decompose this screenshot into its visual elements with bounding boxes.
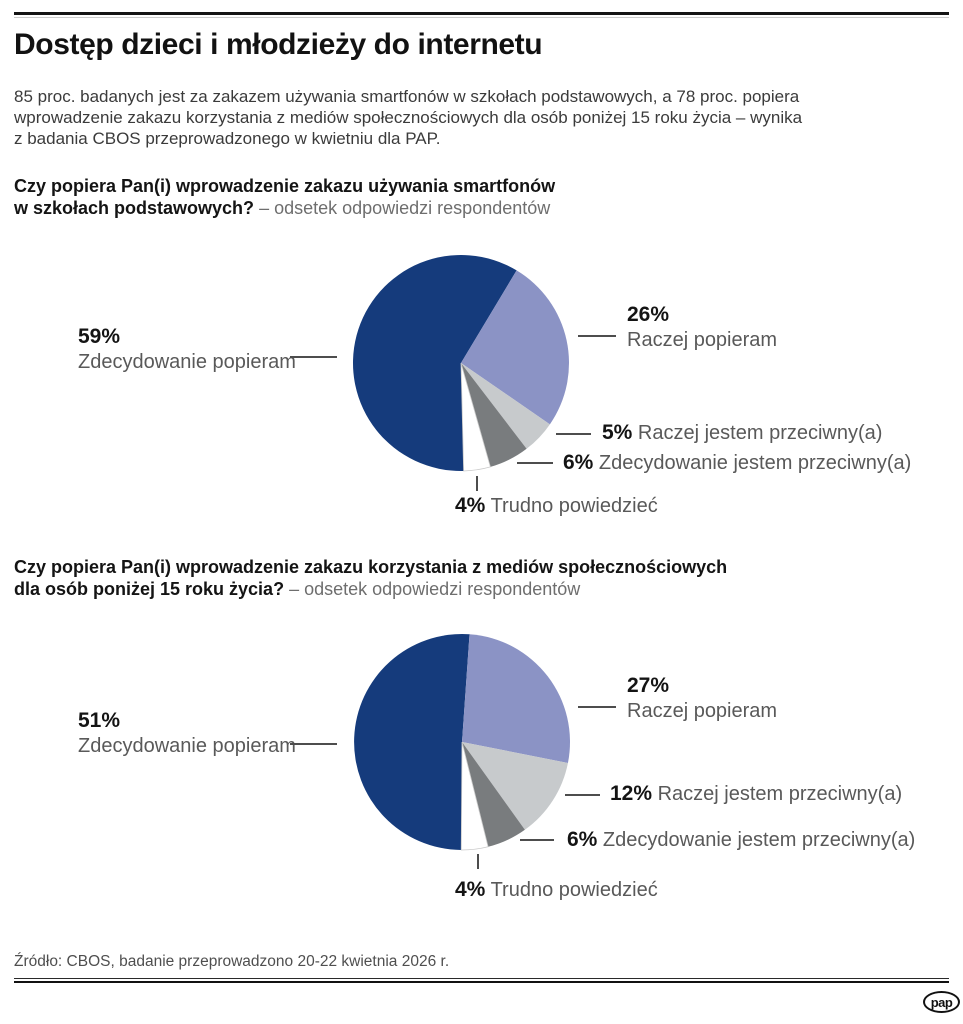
bottom-rule xyxy=(14,978,949,979)
bottom-rule-thick xyxy=(14,981,949,983)
pie-slice-zdecydowanie-popieram xyxy=(352,255,517,472)
question-suffix: – odsetek odpowiedzi respondentów xyxy=(289,579,581,599)
pap-logo: pap xyxy=(923,991,960,1013)
question-suffix: – odsetek odpowiedzi respondentów xyxy=(259,198,551,218)
percent-value: 6% xyxy=(563,451,594,474)
percent-value: 26% xyxy=(627,303,670,326)
callout-raczej-popieram: 27% Raczej popieram xyxy=(627,673,777,723)
chart-section-social-media: Czy popiera Pan(i) wprowadzenie zakazu k… xyxy=(0,556,963,916)
pie-slice-zdecydowanie-jestem-przeciwny-a- xyxy=(461,363,527,467)
answer-label: Zdecydowanie jestem przeciwny(a) xyxy=(598,452,912,474)
connector-tick xyxy=(476,476,478,491)
percent-value: 12% xyxy=(610,782,653,805)
answer-label: Zdecydowanie popieram xyxy=(78,735,296,757)
callout-zdecydowanie-przeciwny: 6% Zdecydowanie jestem przeciwny(a) xyxy=(567,828,915,852)
connector-line xyxy=(290,356,337,358)
answer-label: Zdecydowanie popieram xyxy=(78,351,296,373)
question-line-2: w szkołach podstawowych? xyxy=(14,198,255,218)
connector-line xyxy=(556,433,591,435)
percent-value: 27% xyxy=(627,674,670,697)
question-text: Czy popiera Pan(i) wprowadzenie zakazu k… xyxy=(14,556,727,600)
percent-value: 59% xyxy=(78,325,121,348)
pie-slice-raczej-jestem-przeciwny-a- xyxy=(461,363,550,449)
connector-line xyxy=(578,335,616,337)
question-line-1: Czy popiera Pan(i) wprowadzenie zakazu k… xyxy=(14,557,728,577)
top-rule xyxy=(14,12,949,15)
answer-label: Raczej popieram xyxy=(627,329,778,351)
answer-label: Trudno powiedzieć xyxy=(490,495,658,517)
percent-value: 4% xyxy=(455,494,486,517)
question-text: Czy popiera Pan(i) wprowadzenie zakazu u… xyxy=(14,175,555,219)
top-rule-shadow xyxy=(14,17,949,18)
callout-zdecydowanie-popieram: 59% Zdecydowanie popieram xyxy=(78,324,296,374)
source-note: Źródło: CBOS, badanie przeprowadzono 20-… xyxy=(14,953,450,970)
percent-value: 5% xyxy=(602,421,633,444)
answer-label: Trudno powiedzieć xyxy=(490,879,658,901)
pie-slice-raczej-popieram xyxy=(462,634,570,763)
connector-line xyxy=(520,839,554,841)
connector-line xyxy=(578,706,616,708)
pie-chart-smartphones xyxy=(352,255,569,472)
pie-slice-trudno-powiedzieć xyxy=(460,741,489,851)
callout-zdecydowanie-przeciwny: 6% Zdecydowanie jestem przeciwny(a) xyxy=(563,451,911,475)
callout-raczej-przeciwny: 5% Raczej jestem przeciwny(a) xyxy=(602,421,882,445)
page-title: Dostęp dzieci i młodzieży do internetu xyxy=(14,28,543,61)
callout-trudno-powiedziec: 4% Trudno powiedzieć xyxy=(455,878,658,902)
callout-zdecydowanie-popieram: 51% Zdecydowanie popieram xyxy=(78,708,296,758)
percent-value: 51% xyxy=(78,709,121,732)
answer-label: Raczej jestem przeciwny(a) xyxy=(637,422,883,444)
percent-value: 6% xyxy=(567,828,598,851)
callout-raczej-popieram: 26% Raczej popieram xyxy=(627,302,777,352)
pie-slice-zdecydowanie-jestem-przeciwny-a- xyxy=(462,742,525,847)
percent-value: 4% xyxy=(455,878,486,901)
answer-label: Zdecydowanie jestem przeciwny(a) xyxy=(602,829,916,851)
pie-chart-social-media xyxy=(354,634,570,851)
connector-tick xyxy=(477,854,479,869)
callout-trudno-powiedziec: 4% Trudno powiedzieć xyxy=(455,494,658,518)
callout-raczej-przeciwny: 12% Raczej jestem przeciwny(a) xyxy=(610,782,902,806)
question-line-2: dla osób poniżej 15 roku życia? xyxy=(14,579,285,599)
chart-section-smartphones: Czy popiera Pan(i) wprowadzenie zakazu u… xyxy=(0,175,963,546)
pie-slice-raczej-popieram xyxy=(461,270,569,425)
intro-text: 85 proc. badanych jest za zakazem używan… xyxy=(14,87,803,148)
answer-label: Raczej popieram xyxy=(627,700,778,722)
connector-line xyxy=(517,462,553,464)
answer-label: Raczej jestem przeciwny(a) xyxy=(657,783,903,805)
question-line-1: Czy popiera Pan(i) wprowadzenie zakazu u… xyxy=(14,176,556,196)
connector-line xyxy=(565,794,600,796)
pie-slice-raczej-jestem-przeciwny-a- xyxy=(462,742,568,830)
pie-slice-trudno-powiedzieć xyxy=(460,362,491,472)
pie-slice-zdecydowanie-popieram xyxy=(354,634,470,850)
connector-line xyxy=(290,743,337,745)
